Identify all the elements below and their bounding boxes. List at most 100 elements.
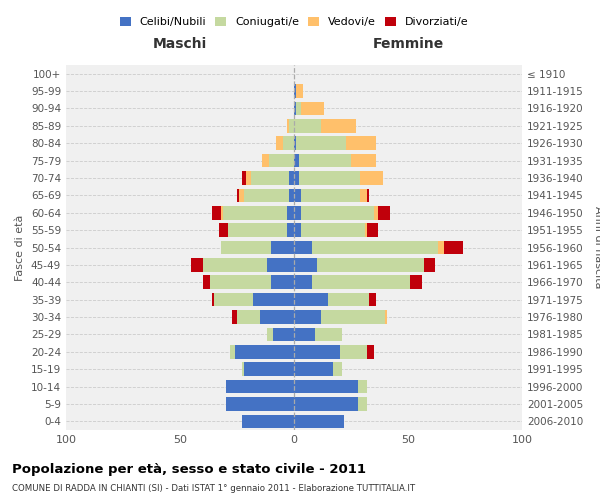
Bar [209, 276, 271, 289]
Bar [294, 154, 299, 168]
Bar [242, 362, 244, 376]
Bar [214, 293, 253, 306]
Bar [294, 119, 322, 132]
Bar [328, 293, 369, 306]
Bar [367, 224, 379, 237]
Bar [294, 136, 296, 150]
Bar [237, 310, 260, 324]
Bar [358, 397, 367, 410]
Bar [246, 171, 251, 185]
Bar [360, 171, 383, 185]
Bar [212, 293, 214, 306]
Bar [244, 362, 294, 376]
Bar [203, 258, 266, 272]
Bar [287, 224, 294, 237]
Bar [212, 206, 221, 220]
Bar [230, 345, 235, 358]
Bar [367, 345, 374, 358]
Bar [294, 224, 301, 237]
Text: Maschi: Maschi [153, 37, 207, 51]
Bar [299, 171, 360, 185]
Bar [235, 345, 294, 358]
Text: Femmine: Femmine [373, 37, 443, 51]
Bar [294, 206, 301, 220]
Bar [312, 240, 437, 254]
Bar [294, 102, 296, 115]
Bar [294, 84, 296, 98]
Bar [296, 136, 346, 150]
Bar [351, 154, 376, 168]
Bar [296, 102, 301, 115]
Text: Popolazione per età, sesso e stato civile - 2011: Popolazione per età, sesso e stato civil… [12, 462, 366, 475]
Bar [203, 276, 209, 289]
Bar [296, 84, 303, 98]
Bar [266, 258, 294, 272]
Bar [301, 206, 374, 220]
Bar [232, 310, 237, 324]
Bar [365, 224, 367, 237]
Bar [314, 328, 342, 341]
Bar [301, 188, 360, 202]
Bar [251, 171, 289, 185]
Bar [424, 258, 436, 272]
Bar [289, 188, 294, 202]
Bar [301, 102, 323, 115]
Bar [385, 310, 388, 324]
Bar [294, 276, 312, 289]
Bar [346, 136, 376, 150]
Bar [271, 276, 294, 289]
Bar [219, 224, 228, 237]
Bar [294, 188, 301, 202]
Bar [266, 328, 274, 341]
Bar [253, 293, 294, 306]
Bar [294, 310, 322, 324]
Bar [312, 276, 410, 289]
Bar [260, 310, 294, 324]
Y-axis label: Anni di nascita: Anni di nascita [593, 206, 600, 289]
Bar [223, 206, 287, 220]
Bar [301, 224, 365, 237]
Bar [294, 258, 317, 272]
Bar [322, 310, 385, 324]
Bar [294, 414, 344, 428]
Bar [437, 240, 445, 254]
Bar [333, 362, 342, 376]
Bar [287, 119, 289, 132]
Y-axis label: Fasce di età: Fasce di età [16, 214, 25, 280]
Bar [226, 397, 294, 410]
Bar [340, 345, 367, 358]
Bar [374, 206, 379, 220]
Bar [294, 397, 358, 410]
Bar [294, 293, 328, 306]
Bar [262, 154, 269, 168]
Bar [299, 154, 351, 168]
Bar [221, 206, 223, 220]
Bar [379, 206, 390, 220]
Bar [191, 258, 203, 272]
Bar [239, 188, 244, 202]
Bar [410, 276, 422, 289]
Bar [242, 171, 246, 185]
Bar [294, 328, 314, 341]
Bar [226, 380, 294, 394]
Bar [289, 119, 294, 132]
Bar [445, 240, 463, 254]
Bar [294, 171, 299, 185]
Bar [271, 240, 294, 254]
Bar [317, 258, 424, 272]
Bar [283, 136, 294, 150]
Bar [367, 188, 369, 202]
Text: COMUNE DI RADDA IN CHIANTI (SI) - Dati ISTAT 1° gennaio 2011 - Elaborazione TUTT: COMUNE DI RADDA IN CHIANTI (SI) - Dati I… [12, 484, 415, 493]
Bar [294, 345, 340, 358]
Bar [358, 380, 367, 394]
Bar [294, 380, 358, 394]
Bar [228, 224, 287, 237]
Bar [244, 188, 289, 202]
Bar [276, 136, 283, 150]
Legend: Celibi/Nubili, Coniugati/e, Vedovi/e, Divorziati/e: Celibi/Nubili, Coniugati/e, Vedovi/e, Di… [115, 12, 473, 32]
Bar [294, 240, 312, 254]
Bar [242, 414, 294, 428]
Bar [221, 240, 271, 254]
Bar [289, 171, 294, 185]
Bar [237, 188, 239, 202]
